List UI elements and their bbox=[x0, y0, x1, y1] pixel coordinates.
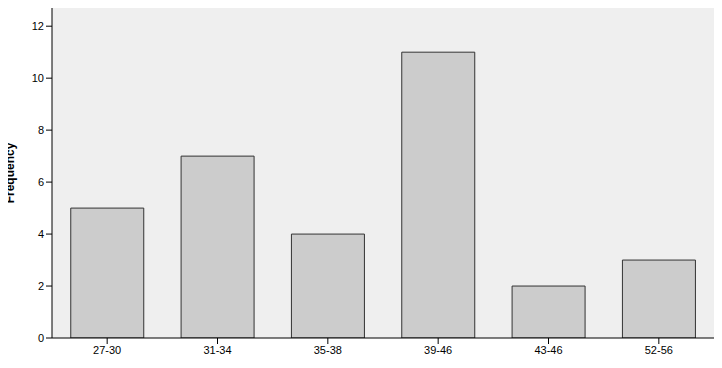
svg-text:27-30: 27-30 bbox=[93, 344, 121, 356]
svg-text:39-46: 39-46 bbox=[424, 344, 452, 356]
svg-text:35-38: 35-38 bbox=[314, 344, 342, 356]
svg-text:10: 10 bbox=[32, 72, 44, 84]
svg-text:12: 12 bbox=[32, 20, 44, 32]
svg-text:4: 4 bbox=[38, 228, 44, 240]
svg-text:31-34: 31-34 bbox=[203, 344, 231, 356]
svg-text:2: 2 bbox=[38, 280, 44, 292]
svg-text:6: 6 bbox=[38, 176, 44, 188]
svg-text:52-56: 52-56 bbox=[645, 344, 673, 356]
svg-text:8: 8 bbox=[38, 124, 44, 136]
svg-text:Frequency: Frequency bbox=[8, 142, 17, 203]
svg-text:0: 0 bbox=[38, 332, 44, 344]
svg-text:43-46: 43-46 bbox=[534, 344, 562, 356]
